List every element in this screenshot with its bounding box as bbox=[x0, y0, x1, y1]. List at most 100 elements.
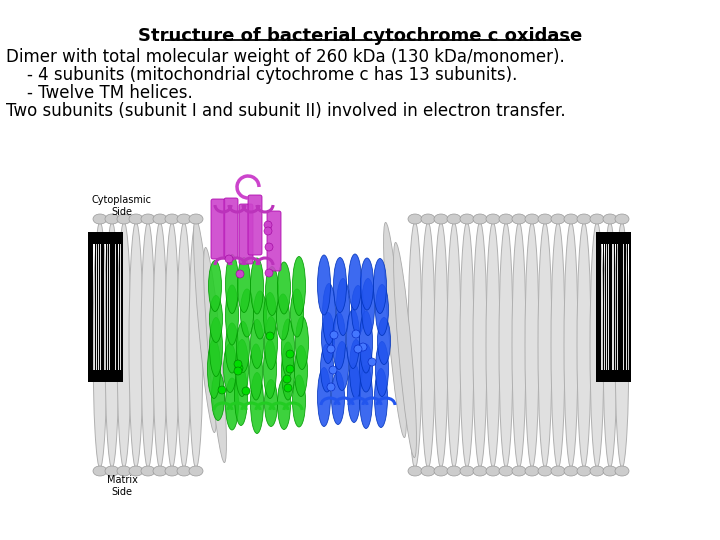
Ellipse shape bbox=[251, 320, 264, 368]
Ellipse shape bbox=[346, 309, 359, 368]
Ellipse shape bbox=[189, 466, 203, 476]
Ellipse shape bbox=[323, 284, 336, 345]
Bar bbox=[596, 370, 631, 382]
Ellipse shape bbox=[564, 466, 578, 476]
Ellipse shape bbox=[333, 313, 346, 369]
Bar bbox=[85, 150, 635, 510]
Bar bbox=[94, 244, 96, 370]
Ellipse shape bbox=[384, 222, 406, 437]
Ellipse shape bbox=[225, 323, 238, 373]
Bar bbox=[629, 244, 631, 370]
Bar bbox=[616, 244, 618, 370]
Circle shape bbox=[234, 367, 242, 375]
Bar bbox=[622, 244, 623, 370]
Ellipse shape bbox=[277, 379, 290, 429]
Ellipse shape bbox=[359, 344, 372, 392]
Bar bbox=[598, 244, 600, 370]
Ellipse shape bbox=[177, 214, 191, 224]
Ellipse shape bbox=[336, 341, 348, 390]
Ellipse shape bbox=[603, 222, 617, 468]
Ellipse shape bbox=[351, 286, 364, 334]
Ellipse shape bbox=[117, 222, 131, 468]
Bar bbox=[624, 244, 626, 370]
Bar bbox=[609, 244, 611, 370]
Circle shape bbox=[264, 221, 272, 229]
Ellipse shape bbox=[253, 291, 266, 339]
Ellipse shape bbox=[551, 222, 565, 468]
Ellipse shape bbox=[129, 214, 143, 224]
Ellipse shape bbox=[460, 222, 474, 468]
Bar bbox=[596, 244, 598, 370]
Ellipse shape bbox=[209, 260, 222, 312]
Ellipse shape bbox=[238, 258, 251, 313]
Ellipse shape bbox=[210, 318, 222, 376]
Ellipse shape bbox=[421, 214, 435, 224]
Circle shape bbox=[284, 384, 292, 392]
Ellipse shape bbox=[434, 466, 448, 476]
Bar bbox=[99, 244, 100, 370]
Ellipse shape bbox=[264, 340, 276, 399]
Ellipse shape bbox=[512, 466, 526, 476]
Ellipse shape bbox=[331, 372, 344, 424]
Text: Structure of bacterial cytochrome c oxidase: Structure of bacterial cytochrome c oxid… bbox=[138, 27, 582, 45]
Ellipse shape bbox=[348, 363, 361, 422]
Bar bbox=[88, 244, 90, 370]
Ellipse shape bbox=[165, 466, 179, 476]
Ellipse shape bbox=[105, 222, 119, 468]
Ellipse shape bbox=[460, 466, 474, 476]
Bar bbox=[613, 244, 615, 370]
Ellipse shape bbox=[251, 373, 264, 434]
Bar bbox=[103, 244, 104, 370]
Ellipse shape bbox=[320, 344, 333, 392]
Ellipse shape bbox=[525, 466, 539, 476]
Bar bbox=[112, 244, 114, 370]
Bar bbox=[121, 244, 123, 370]
Ellipse shape bbox=[538, 466, 552, 476]
Ellipse shape bbox=[189, 214, 203, 224]
Ellipse shape bbox=[333, 258, 346, 313]
Ellipse shape bbox=[235, 340, 248, 396]
Circle shape bbox=[235, 364, 243, 372]
Ellipse shape bbox=[93, 222, 107, 468]
Ellipse shape bbox=[361, 258, 374, 310]
FancyBboxPatch shape bbox=[239, 204, 253, 264]
Ellipse shape bbox=[349, 340, 362, 399]
Ellipse shape bbox=[359, 311, 372, 373]
Ellipse shape bbox=[105, 214, 119, 224]
Ellipse shape bbox=[603, 214, 617, 224]
Ellipse shape bbox=[141, 214, 155, 224]
Circle shape bbox=[283, 375, 291, 383]
Ellipse shape bbox=[212, 372, 225, 421]
Ellipse shape bbox=[590, 222, 604, 468]
Text: - 4 subunits (mitochondrial cytochrome c has 13 subunits).: - 4 subunits (mitochondrial cytochrome c… bbox=[6, 66, 518, 84]
Ellipse shape bbox=[93, 466, 107, 476]
Ellipse shape bbox=[251, 258, 264, 314]
Ellipse shape bbox=[105, 466, 119, 476]
Ellipse shape bbox=[577, 222, 591, 468]
Circle shape bbox=[242, 387, 250, 395]
Circle shape bbox=[330, 331, 338, 339]
Ellipse shape bbox=[117, 214, 131, 224]
Ellipse shape bbox=[421, 466, 435, 476]
Ellipse shape bbox=[394, 242, 416, 457]
Bar bbox=[626, 244, 629, 370]
Ellipse shape bbox=[447, 222, 461, 468]
Ellipse shape bbox=[336, 279, 349, 335]
Ellipse shape bbox=[564, 222, 578, 468]
Ellipse shape bbox=[473, 222, 487, 468]
Bar bbox=[605, 244, 606, 370]
Ellipse shape bbox=[615, 222, 629, 468]
Ellipse shape bbox=[129, 466, 143, 476]
Ellipse shape bbox=[434, 214, 448, 224]
Circle shape bbox=[286, 365, 294, 373]
Ellipse shape bbox=[376, 285, 389, 335]
Text: Cytoplasmic
Side: Cytoplasmic Side bbox=[92, 195, 152, 217]
Text: Dimer with total molecular weight of 260 kDa (130 kDa/monomer).: Dimer with total molecular weight of 260… bbox=[6, 48, 564, 66]
Ellipse shape bbox=[590, 214, 604, 224]
Ellipse shape bbox=[294, 346, 307, 396]
Ellipse shape bbox=[460, 214, 474, 224]
FancyBboxPatch shape bbox=[248, 195, 262, 255]
Circle shape bbox=[286, 350, 294, 358]
Bar bbox=[114, 244, 115, 370]
Ellipse shape bbox=[276, 294, 289, 340]
